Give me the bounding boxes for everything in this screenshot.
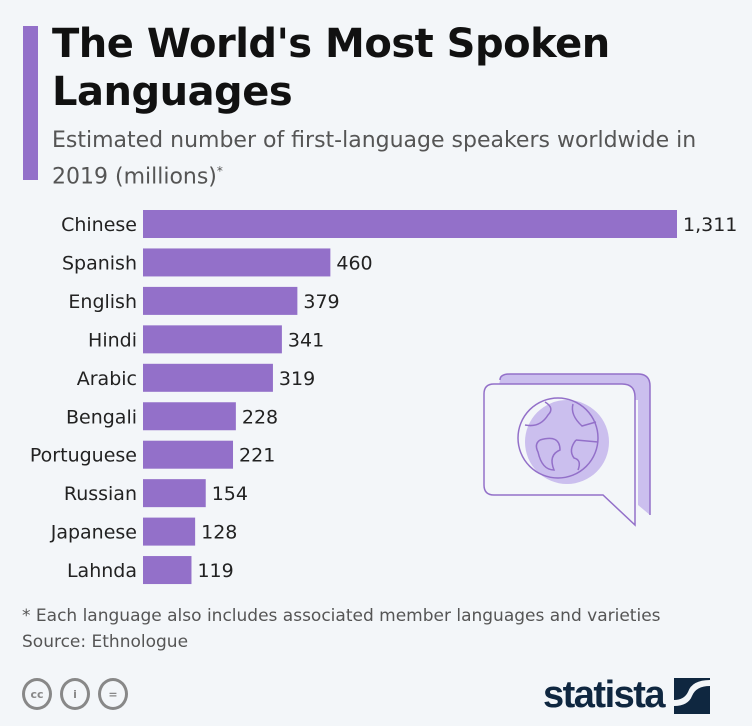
value-label: 128 (201, 522, 237, 544)
subtitle-footnote-mark: * (216, 164, 223, 178)
license-icons: cc i = (22, 678, 128, 710)
source: Source: Ethnologue (22, 632, 189, 652)
category-label: Lahnda (67, 560, 137, 582)
value-label: 228 (242, 406, 278, 428)
cc-icon[interactable]: cc (22, 678, 52, 710)
bar-english (143, 286, 298, 315)
attribution-icon[interactable]: i (60, 678, 90, 710)
bar-bengali (143, 402, 236, 431)
category-label: Russian (64, 483, 137, 505)
chart-title: The World's Most Spoken Languages (52, 21, 610, 115)
statista-logo[interactable]: statista (543, 674, 711, 717)
category-label: Chinese (61, 214, 137, 236)
bar-chart: Chinese 1,311 Spanish 460 English 379 Hindi 341… (30, 210, 737, 585)
bar-arabic (143, 363, 273, 392)
title-accent-bar (23, 26, 38, 180)
chart-subtitle: Estimated number of first-language speak… (52, 126, 732, 192)
footnote: * Each language also includes associated… (22, 606, 661, 626)
bar-portuguese (143, 440, 234, 469)
bar-japanese (143, 517, 196, 546)
bar-russian (143, 479, 206, 508)
value-label: 379 (303, 291, 339, 313)
statista-logo-icon (674, 677, 711, 714)
value-label: 119 (197, 560, 233, 582)
no-derivatives-icon[interactable]: = (98, 678, 128, 710)
category-label: Japanese (50, 522, 137, 544)
category-label: Hindi (88, 329, 137, 351)
bar-spanish (143, 248, 331, 277)
category-label: English (68, 291, 137, 313)
value-label: 460 (336, 252, 372, 274)
value-label: 341 (288, 329, 324, 351)
brand-name: statista (543, 674, 666, 716)
subtitle-text: Estimated number of first-language speak… (52, 128, 697, 190)
category-label: Bengali (66, 406, 137, 428)
value-label: 154 (212, 483, 248, 505)
category-label: Spanish (62, 252, 137, 274)
value-label: 1,311 (683, 214, 737, 236)
bar-lahnda (143, 556, 192, 585)
bar-chinese (143, 210, 677, 238)
footnotes: * Each language also includes associated… (22, 603, 661, 655)
category-label: Arabic (77, 368, 137, 390)
category-label: Portuguese (30, 445, 137, 467)
value-label: 319 (279, 368, 315, 390)
value-label: 221 (239, 445, 275, 467)
speech-bubble-globe-icon (483, 373, 651, 527)
bar-hindi (143, 325, 282, 354)
